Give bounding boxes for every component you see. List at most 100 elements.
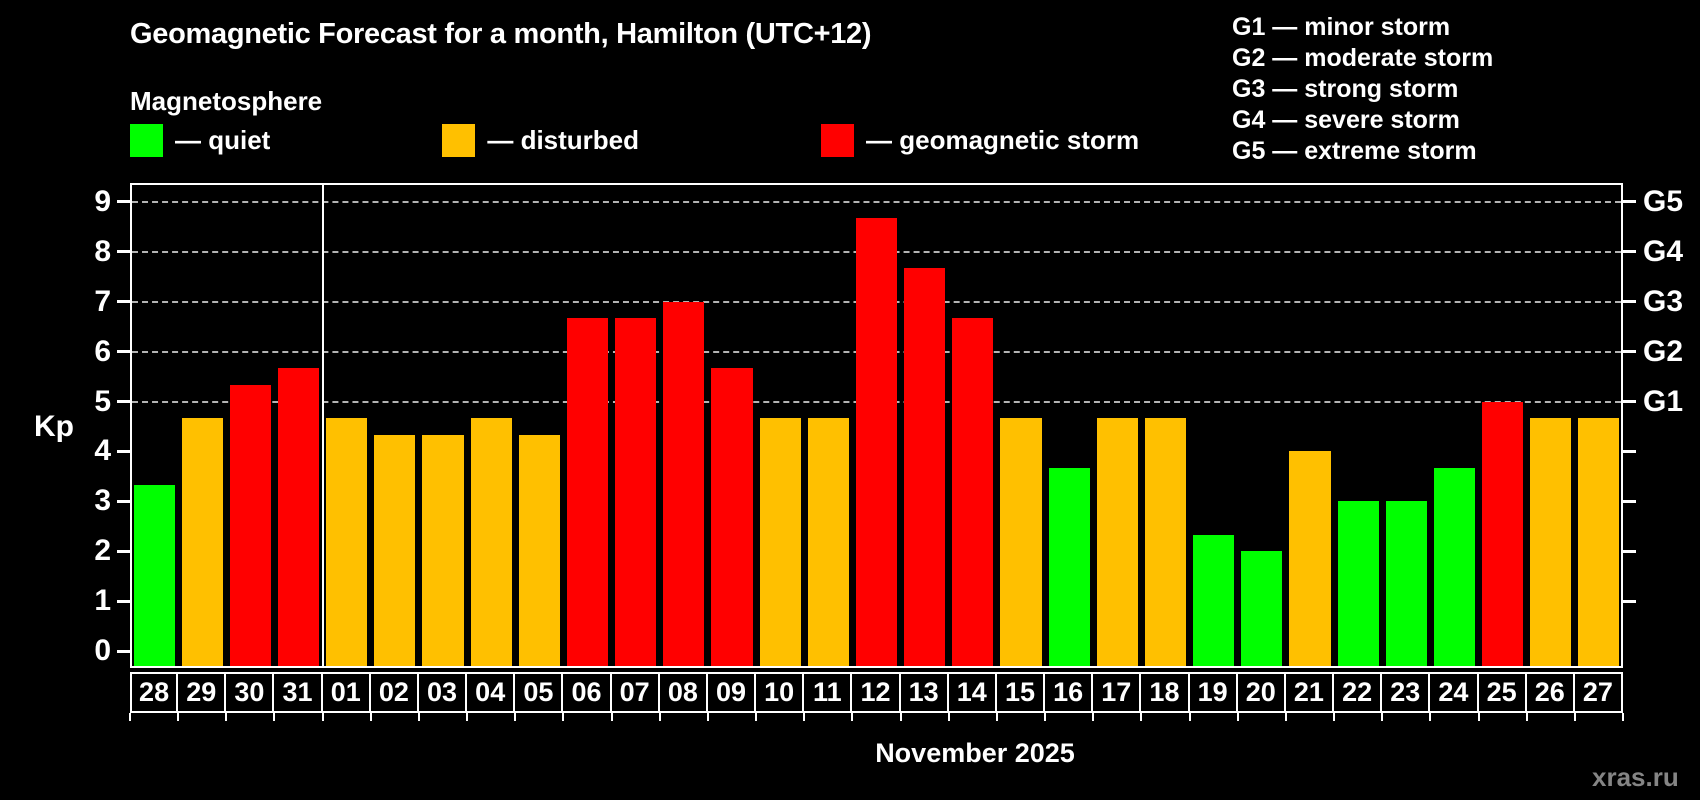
x-boundary-tick — [995, 713, 998, 721]
x-label-cell-18: 18 — [1139, 672, 1190, 713]
y-tick-label-7: 7 — [94, 284, 111, 318]
y-axis-tick-3 — [117, 499, 130, 503]
x-boundary-tick — [466, 713, 469, 721]
x-label-cell-29: 29 — [176, 672, 227, 713]
storm-color-swatch — [821, 123, 855, 157]
g-scale-label-g5: G5 — [1643, 184, 1684, 218]
bar-15 — [1000, 417, 1042, 666]
x-boundary-tick — [1429, 713, 1432, 721]
x-label-cell-14: 14 — [946, 672, 997, 713]
x-label-cell-10: 10 — [754, 672, 805, 713]
y-axis-tick-4 — [117, 449, 130, 453]
bar-14 — [952, 318, 994, 666]
y-axis-tick-6 — [117, 350, 130, 354]
x-boundary-tick — [755, 713, 758, 721]
x-boundary-tick — [514, 713, 517, 721]
chart-title: Geomagnetic Forecast for a month, Hamilt… — [130, 18, 872, 50]
x-boundary-tick — [129, 713, 131, 721]
x-label-cell-07: 07 — [609, 672, 660, 713]
right-axis-tick-8 — [1623, 250, 1636, 254]
bar-07 — [615, 318, 657, 666]
month-separator-line — [321, 183, 324, 668]
status-legend: — quiet — disturbed — geomagnetic storm — [130, 122, 1191, 158]
bar-13 — [904, 268, 946, 666]
x-label-cell-20: 20 — [1235, 672, 1286, 713]
bar-18 — [1144, 417, 1187, 666]
x-boundary-tick — [369, 713, 372, 721]
x-boundary-tick — [706, 713, 709, 721]
g-legend-line-g2: G2 — moderate storm — [1232, 44, 1494, 72]
x-label-cell-26: 26 — [1524, 672, 1575, 713]
x-boundary-tick — [321, 713, 324, 721]
y-tick-label-0: 0 — [94, 634, 111, 667]
plot-border — [130, 183, 1623, 668]
x-label-cell-30: 30 — [224, 672, 275, 713]
bar-05 — [518, 434, 560, 666]
x-label-cell-16: 16 — [1043, 672, 1094, 713]
y-tick-label-3: 3 — [94, 484, 111, 518]
x-boundary-tick — [1333, 713, 1336, 721]
bar-24 — [1433, 467, 1475, 666]
x-boundary-tick — [1188, 713, 1191, 721]
y-axis-tick-1 — [117, 599, 130, 603]
y-tick-label-8: 8 — [94, 234, 111, 268]
y-tick-label-9: 9 — [94, 184, 111, 218]
x-label-cell-19: 19 — [1187, 672, 1238, 713]
bar-29 — [181, 417, 223, 666]
y-tick-label-4: 4 — [94, 434, 111, 468]
y-tick-label-6: 6 — [94, 334, 111, 368]
x-label-cell-01: 01 — [320, 672, 371, 713]
bar-23 — [1385, 501, 1427, 666]
legend-label-storm: — geomagnetic storm — [866, 124, 1140, 155]
x-boundary-tick — [1525, 713, 1528, 721]
x-label-cell-23: 23 — [1380, 672, 1431, 713]
y-axis-tick-9 — [117, 200, 130, 204]
legend-label-disturbed: — disturbed — [487, 124, 640, 155]
x-axis-title: November 2025 — [875, 738, 1075, 768]
x-label-cell-12: 12 — [850, 672, 901, 713]
legend-label-quiet: — quiet — [175, 124, 271, 155]
bar-12 — [855, 218, 898, 666]
x-boundary-tick — [1236, 713, 1239, 721]
y-axis-tick-2 — [117, 549, 130, 553]
grid-line-kp9 — [132, 200, 1621, 203]
bar-31 — [277, 368, 320, 666]
x-label-cell-25: 25 — [1476, 672, 1527, 713]
bar-20 — [1241, 551, 1283, 666]
bar-30 — [229, 385, 271, 666]
x-label-cell-31: 31 — [272, 672, 323, 713]
x-boundary-tick — [610, 713, 613, 721]
right-axis-tick-3 — [1623, 499, 1636, 503]
x-boundary-tick — [1092, 713, 1095, 721]
g-scale-legend: G1 — minor storm G2 — moderate storm G3 … — [1232, 12, 1493, 167]
bar-25 — [1482, 401, 1524, 666]
x-boundary-tick — [1622, 713, 1624, 721]
right-axis-tick-5 — [1623, 400, 1636, 403]
bar-08 — [663, 301, 705, 666]
bar-16 — [1048, 467, 1090, 666]
x-boundary-tick — [947, 713, 950, 721]
x-label-cell-15: 15 — [994, 672, 1046, 713]
x-label-cell-03: 03 — [416, 672, 468, 713]
quiet-color-swatch — [130, 123, 163, 157]
disturbed-color-swatch — [442, 123, 476, 157]
x-label-cell-21: 21 — [1283, 672, 1335, 713]
g-legend-line-g4: G4 — severe storm — [1232, 106, 1460, 134]
x-label-cell-27: 27 — [1572, 672, 1623, 713]
x-boundary-tick — [1140, 713, 1143, 721]
x-boundary-tick — [417, 713, 420, 721]
right-axis-tick-2 — [1623, 549, 1636, 553]
bar-21 — [1289, 451, 1331, 666]
x-label-cell-06: 06 — [561, 672, 612, 713]
bar-11 — [807, 417, 849, 666]
y-axis-title: Kp — [34, 410, 74, 443]
bar-10 — [759, 417, 801, 666]
x-boundary-tick — [1381, 713, 1384, 721]
x-boundary-tick — [658, 713, 661, 721]
y-axis-tick-0 — [117, 649, 130, 653]
bar-04 — [470, 417, 512, 666]
legend-item-disturbed: — disturbed — [442, 123, 640, 157]
watermark: xras.ru — [1592, 762, 1679, 792]
g-legend-line-g3: G3 — strong storm — [1232, 75, 1459, 103]
x-boundary-tick — [1044, 713, 1047, 721]
